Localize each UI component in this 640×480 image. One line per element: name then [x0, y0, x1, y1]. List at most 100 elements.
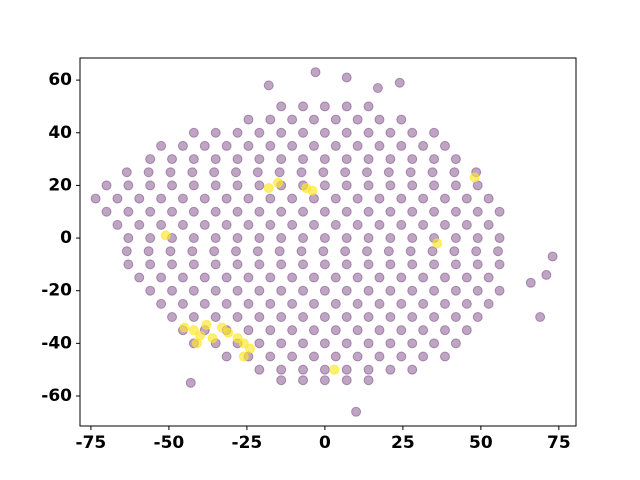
point	[276, 364, 287, 375]
point	[351, 406, 362, 417]
point	[396, 114, 407, 125]
point	[156, 193, 167, 204]
point	[276, 285, 287, 296]
point	[276, 259, 287, 270]
point	[188, 325, 199, 336]
point	[156, 298, 167, 309]
point	[274, 167, 285, 178]
point	[319, 338, 330, 349]
point	[254, 285, 265, 296]
point	[221, 193, 232, 204]
point	[254, 180, 265, 191]
point	[216, 322, 227, 333]
point	[418, 272, 429, 283]
point	[396, 325, 407, 336]
point	[352, 193, 363, 204]
point	[494, 206, 505, 217]
point	[319, 233, 330, 244]
y-tick-label: -40	[41, 333, 72, 353]
point	[483, 193, 494, 204]
point	[165, 167, 176, 178]
point	[330, 298, 341, 309]
point	[276, 206, 287, 217]
point	[143, 246, 154, 257]
point	[418, 219, 429, 230]
point	[298, 364, 309, 375]
point	[352, 140, 363, 151]
point	[232, 312, 243, 323]
point	[405, 246, 416, 257]
point	[254, 127, 265, 138]
point	[429, 338, 440, 349]
point	[472, 312, 483, 323]
point	[276, 233, 287, 244]
point	[363, 127, 374, 138]
point	[210, 285, 221, 296]
point	[352, 351, 363, 362]
point	[439, 140, 450, 151]
point	[156, 272, 167, 283]
point	[483, 298, 494, 309]
point	[385, 285, 396, 296]
point	[383, 246, 394, 257]
point	[287, 219, 298, 230]
point	[330, 140, 341, 151]
point	[298, 338, 309, 349]
point	[145, 233, 156, 244]
point	[243, 219, 254, 230]
point	[541, 269, 552, 280]
point	[210, 127, 221, 138]
point	[254, 259, 265, 270]
point	[439, 193, 450, 204]
point	[450, 259, 461, 270]
point	[254, 233, 265, 244]
point	[352, 325, 363, 336]
point	[450, 285, 461, 296]
point	[210, 312, 221, 323]
point	[318, 167, 329, 178]
x-tick-label: 0	[319, 433, 331, 453]
point	[341, 127, 352, 138]
point	[254, 206, 265, 217]
point	[210, 180, 221, 191]
point	[221, 272, 232, 283]
point	[363, 312, 374, 323]
point	[221, 351, 232, 362]
point	[472, 206, 483, 217]
point	[407, 338, 418, 349]
point	[223, 327, 234, 338]
point	[296, 246, 307, 257]
point	[483, 219, 494, 230]
point	[394, 77, 405, 88]
point	[461, 272, 472, 283]
point	[298, 206, 309, 217]
point	[439, 298, 450, 309]
x-tick-label: -25	[232, 433, 263, 453]
point	[363, 101, 374, 112]
point	[134, 193, 145, 204]
point	[199, 298, 210, 309]
y-tick-label: 0	[60, 228, 72, 248]
point	[439, 351, 450, 362]
point	[201, 319, 212, 330]
point	[418, 351, 429, 362]
point	[329, 364, 340, 375]
point	[298, 285, 309, 296]
point	[188, 180, 199, 191]
point	[298, 233, 309, 244]
point	[525, 277, 536, 288]
point	[418, 325, 429, 336]
point	[209, 167, 220, 178]
point	[232, 285, 243, 296]
point	[407, 259, 418, 270]
point	[187, 246, 198, 257]
point	[308, 272, 319, 283]
point	[276, 338, 287, 349]
point	[298, 259, 309, 270]
point	[188, 206, 199, 217]
point	[232, 180, 243, 191]
point	[363, 285, 374, 296]
point	[494, 259, 505, 270]
point	[429, 180, 440, 191]
